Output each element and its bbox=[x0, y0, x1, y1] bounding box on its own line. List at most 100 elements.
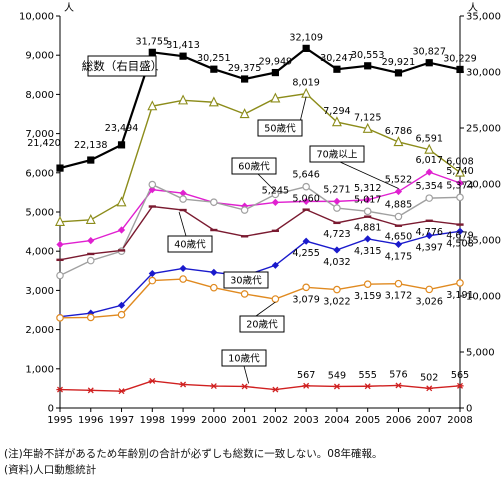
data-point-0-10 bbox=[364, 62, 372, 70]
data-point-1-0 bbox=[55, 215, 65, 226]
callout-leader-7 bbox=[243, 365, 250, 384]
data-label-7-10: 555 bbox=[359, 370, 377, 381]
data-label-1-11: 6,786 bbox=[385, 126, 412, 137]
data-label-2-10: 5,312 bbox=[354, 183, 381, 194]
star-marker-stroke bbox=[364, 383, 371, 390]
data-point-3-11 bbox=[394, 212, 403, 221]
star-marker-stroke bbox=[241, 383, 248, 390]
data-point-6-12 bbox=[425, 285, 434, 294]
series-line-1 bbox=[59, 92, 461, 223]
data-point-5-1 bbox=[87, 309, 95, 317]
data-label-0-3: 31,755 bbox=[136, 36, 170, 47]
star-marker-stroke bbox=[118, 388, 125, 395]
left-tick-label: 1,000 bbox=[25, 364, 54, 375]
data-point-1-10 bbox=[362, 122, 373, 133]
data-label-5-10: 4,315 bbox=[354, 246, 381, 257]
series-name-label-1: 50歳代 bbox=[264, 122, 296, 134]
data-point-6-13 bbox=[456, 279, 464, 287]
data-point-1-9 bbox=[331, 116, 342, 127]
data-point-7-4 bbox=[179, 381, 187, 388]
data-label-0-0: 21,420 bbox=[27, 138, 61, 149]
data-point-2-11 bbox=[394, 187, 403, 196]
data-label-7-13: 565 bbox=[451, 370, 469, 381]
right-tick-label: 0 bbox=[466, 404, 472, 415]
series-line-7 bbox=[59, 380, 461, 392]
callout-leader-1 bbox=[299, 96, 307, 123]
data-point-7-11 bbox=[394, 382, 403, 389]
series-line-6 bbox=[59, 278, 461, 319]
x-tick-label: 2001 bbox=[232, 415, 257, 426]
data-label-3-13: 5,374 bbox=[446, 180, 473, 191]
data-point-2-8 bbox=[302, 197, 310, 205]
series-name-label-6: 20歳代 bbox=[246, 318, 278, 330]
data-point-7-3 bbox=[148, 377, 156, 384]
data-point-0-6 bbox=[241, 75, 249, 83]
data-point-1-11 bbox=[393, 136, 404, 147]
data-label-3-11: 4,885 bbox=[385, 200, 412, 211]
data-point-1-3 bbox=[147, 100, 158, 111]
data-point-0-7 bbox=[271, 68, 279, 77]
data-label-3-12: 5,354 bbox=[415, 181, 442, 192]
series-name-label-7: 10歳代 bbox=[228, 352, 260, 364]
right-axis-unit: 人 bbox=[468, 2, 478, 14]
data-label-7-11: 576 bbox=[389, 369, 407, 380]
callout-box-7 bbox=[221, 349, 267, 367]
data-point-2-4 bbox=[179, 189, 187, 197]
data-label-0-4: 31,413 bbox=[166, 40, 200, 51]
data-point-5-9 bbox=[333, 246, 341, 254]
source-note: (資料)人口動態統計 bbox=[4, 464, 97, 476]
data-point-0-11 bbox=[394, 69, 403, 77]
data-label-1-10: 7,125 bbox=[354, 113, 381, 124]
data-point-6-1 bbox=[86, 313, 95, 322]
series-lines bbox=[59, 47, 461, 392]
series-line-4 bbox=[59, 205, 461, 261]
series-name-label-4: 40歳代 bbox=[174, 238, 206, 250]
data-point-6-7 bbox=[271, 295, 280, 303]
data-label-0-6: 29,375 bbox=[228, 63, 262, 74]
data-point-7-12 bbox=[425, 385, 433, 392]
data-label-3-8: 5,646 bbox=[292, 170, 319, 181]
data-point-0-1 bbox=[87, 156, 95, 164]
data-point-7-2 bbox=[117, 388, 126, 395]
data-point-6-3 bbox=[148, 276, 157, 285]
x-tick-label: 2004 bbox=[324, 415, 349, 426]
data-point-3-5 bbox=[210, 198, 218, 207]
data-point-3-6 bbox=[240, 206, 249, 214]
data-point-3-4 bbox=[179, 195, 187, 203]
x-tick-label: 1995 bbox=[47, 415, 72, 426]
series-name-label-0: 総数（右目盛） bbox=[82, 59, 163, 73]
data-label-0-9: 30,247 bbox=[320, 53, 354, 64]
left-tick-label: 6,000 bbox=[25, 168, 54, 179]
data-label-5-8: 4,255 bbox=[292, 248, 319, 259]
right-tick-label: 35,000 bbox=[466, 12, 501, 23]
right-tick-label: 20,000 bbox=[466, 180, 501, 191]
data-label-0-5: 30,251 bbox=[197, 53, 231, 64]
data-point-3-10 bbox=[363, 207, 372, 216]
data-point-0-3 bbox=[148, 48, 156, 56]
data-point-3-12 bbox=[425, 194, 434, 202]
data-point-3-1 bbox=[86, 256, 95, 265]
series-name-label-2: 70歳以上 bbox=[317, 148, 358, 160]
left-tick-label: 9,000 bbox=[25, 51, 54, 62]
x-tick-label: 2003 bbox=[293, 415, 318, 426]
series-line-3 bbox=[59, 183, 461, 277]
data-label-6-9: 3,022 bbox=[323, 297, 350, 308]
data-point-0-4 bbox=[179, 52, 187, 60]
data-point-7-8 bbox=[302, 382, 310, 389]
right-tick-label: 15,000 bbox=[466, 236, 501, 247]
callout-leader-2 bbox=[339, 161, 399, 189]
data-point-6-4 bbox=[179, 275, 187, 283]
data-point-2-1 bbox=[87, 237, 95, 245]
data-point-0-5 bbox=[210, 65, 218, 73]
data-label-3-10: 5,017 bbox=[354, 194, 381, 205]
data-label-4-11: 4,650 bbox=[385, 232, 412, 243]
data-point-1-4 bbox=[178, 94, 189, 105]
data-point-0-2 bbox=[117, 141, 126, 149]
data-point-2-7 bbox=[271, 198, 279, 206]
x-tick-label: 2000 bbox=[201, 415, 226, 426]
left-tick-label: 7,000 bbox=[25, 129, 54, 140]
series-callouts: 総数（右目盛） 50歳代 70歳以上 60歳代 40歳代 30歳代 20歳代 10歳代 bbox=[82, 55, 399, 384]
left-tick-label: 5,000 bbox=[25, 208, 54, 219]
data-point-6-10 bbox=[363, 280, 372, 288]
